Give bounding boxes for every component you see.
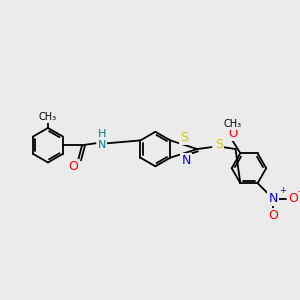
Text: +: + [279,186,286,195]
Text: S: S [215,138,223,151]
Text: –: – [298,186,300,196]
Text: O: O [68,160,78,173]
Text: O: O [268,209,278,222]
Text: CH₃: CH₃ [39,112,57,122]
Text: N: N [268,192,278,205]
Text: H
N: H N [98,129,106,150]
Text: N: N [182,154,191,167]
Text: CH₃: CH₃ [224,119,242,130]
Text: S: S [180,131,188,144]
Text: O: O [228,127,237,140]
Text: O: O [288,192,298,205]
